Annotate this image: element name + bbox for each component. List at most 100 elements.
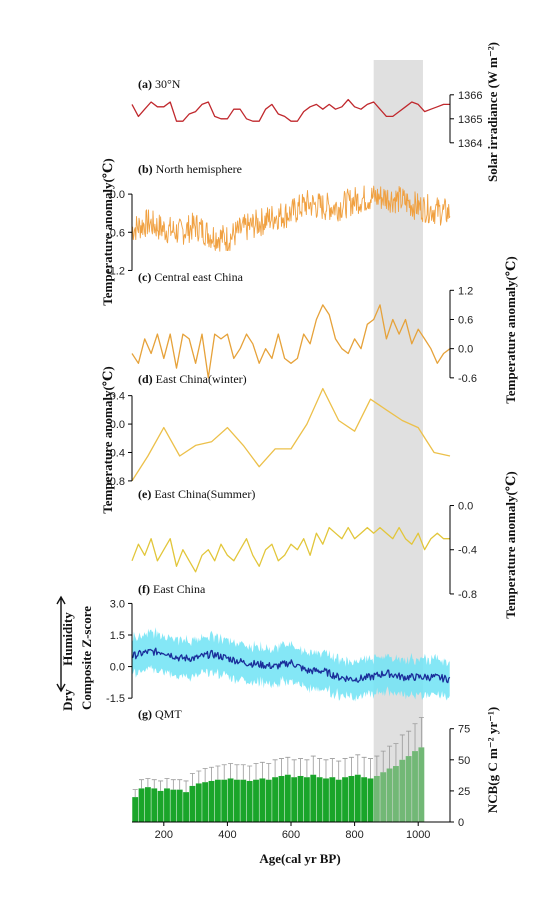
- bar-23: [278, 775, 285, 822]
- left-ylabel-east-china-winter: Temperature anomaly(℃): [100, 366, 115, 513]
- panel-letter-d: (d): [138, 372, 156, 386]
- panel-letter-a: (a): [138, 77, 155, 91]
- error-bar-11: [202, 768, 208, 783]
- error-bar-36: [361, 756, 367, 778]
- error-bar-41: [393, 743, 399, 767]
- y-tick-label-c-3: 1.2: [458, 285, 473, 297]
- error-bar-9: [189, 773, 195, 786]
- bar-32: [335, 779, 342, 822]
- bar-36: [361, 777, 368, 822]
- bar-8: [183, 792, 189, 822]
- error-bar-42: [399, 734, 405, 760]
- y-tick-label-g-3: 75: [458, 724, 470, 736]
- error-bar-37: [368, 758, 373, 779]
- panel-name-g: QMT: [155, 707, 182, 721]
- error-bar-20: [259, 761, 265, 779]
- series-line-a: [131, 98, 450, 122]
- bar-12: [208, 780, 215, 822]
- error-bar-10: [196, 770, 202, 784]
- bar-29: [316, 777, 323, 822]
- axes: 200 400 600 800 1000 (a) 30°N 1364 1365 1366 (b) …: [106, 77, 482, 841]
- error-bar-8: [183, 780, 189, 793]
- error-bar-12: [209, 766, 214, 781]
- error-bar-23: [278, 758, 284, 776]
- error-bar-24: [285, 756, 291, 775]
- error-bar-38: [374, 755, 380, 776]
- panel-name-b: North hemisphere: [156, 162, 242, 176]
- panel-title-g: (g) QMT: [138, 707, 182, 721]
- qmt-bars: [132, 717, 425, 822]
- panel-letter-c: (c): [138, 270, 154, 284]
- y-tick-label-g-2: 50: [458, 755, 470, 767]
- bar-3: [151, 788, 158, 822]
- error-bar-31: [329, 758, 335, 778]
- bar-39: [380, 772, 387, 822]
- panel-name-c: Central east China: [154, 270, 243, 284]
- panel-title-c: (c) Central east China: [138, 270, 244, 284]
- y-tick-label-f-0: -1.5: [106, 693, 125, 705]
- y-tick-label-d-2: 0.0: [110, 419, 125, 431]
- dry-label: Dry: [60, 689, 75, 711]
- panel-title-e: (e) East China(Summer): [138, 487, 255, 501]
- error-bar-15: [228, 763, 234, 779]
- right-ylabel-central-east-china: Temperature anomaly(℃): [503, 256, 518, 403]
- bar-4: [157, 790, 164, 822]
- bar-0: [132, 797, 139, 822]
- error-bar-18: [247, 765, 253, 781]
- y-tick-label-c-2: 0.6: [458, 314, 473, 326]
- bar-17: [240, 779, 247, 822]
- error-bar-29: [317, 758, 323, 778]
- bar-38: [373, 775, 380, 822]
- error-bar-21: [266, 763, 272, 780]
- error-bar-14: [221, 764, 227, 780]
- bar-45: [418, 747, 425, 822]
- y-tick-label-e-1: -0.4: [458, 545, 477, 557]
- series-line-b: [131, 185, 451, 252]
- y-tick-label-e-2: 0.0: [458, 501, 473, 513]
- series-line-c: [131, 304, 451, 379]
- error-bar-27: [304, 759, 310, 778]
- error-bar-39: [380, 750, 386, 773]
- panel-name-a: 30°N: [155, 77, 181, 91]
- panel-name-d: East China(winter): [156, 372, 247, 386]
- y-tick-label-b-1: -0.6: [106, 227, 125, 239]
- series-line-f: [131, 647, 451, 684]
- bar-19: [253, 779, 259, 822]
- y-tick-label-g-0: 0: [458, 817, 464, 829]
- bar-40: [386, 768, 393, 822]
- bar-41: [393, 766, 399, 822]
- bar-2: [144, 787, 151, 822]
- y-tick-label-b-2: 0.0: [110, 189, 125, 201]
- error-bar-33: [342, 758, 348, 778]
- error-bar-25: [291, 759, 297, 778]
- zscore-band: [132, 627, 450, 702]
- panel-title-d: (d) East China(winter): [138, 372, 247, 386]
- y-tick-label-e-0: -0.8: [458, 589, 477, 601]
- error-bar-0: [132, 789, 138, 798]
- bar-11: [202, 782, 209, 822]
- bar-1: [138, 788, 145, 822]
- error-bar-17: [240, 764, 246, 780]
- series-line-e: [131, 526, 450, 573]
- humidity-arrow: [56, 595, 66, 693]
- series-lines: [131, 98, 451, 684]
- series-line-d: [131, 387, 451, 482]
- bar-44: [412, 751, 418, 822]
- bar-34: [348, 775, 355, 822]
- y-tick-label-d-1: -0.4: [106, 447, 125, 459]
- y-tick-label-f-1: 0.0: [110, 662, 125, 674]
- bar-25: [291, 777, 298, 822]
- bar-31: [329, 777, 336, 822]
- bar-43: [405, 756, 412, 822]
- y-tick-label-a-0: 1364: [458, 138, 482, 150]
- bar-20: [259, 778, 266, 822]
- y-tick-label-g-1: 25: [458, 786, 470, 798]
- y-tick-label-f-2: 1.5: [110, 630, 125, 642]
- right-ylabel-ncb: NCB(g C m⁻² yr⁻¹): [485, 707, 500, 813]
- error-bar-3: [151, 779, 157, 789]
- error-bar-16: [234, 764, 240, 780]
- error-bar-4: [158, 780, 164, 791]
- left-ylabel-north-hemisphere: Temperature anomaly(℃): [100, 158, 115, 305]
- bar-28: [310, 774, 317, 822]
